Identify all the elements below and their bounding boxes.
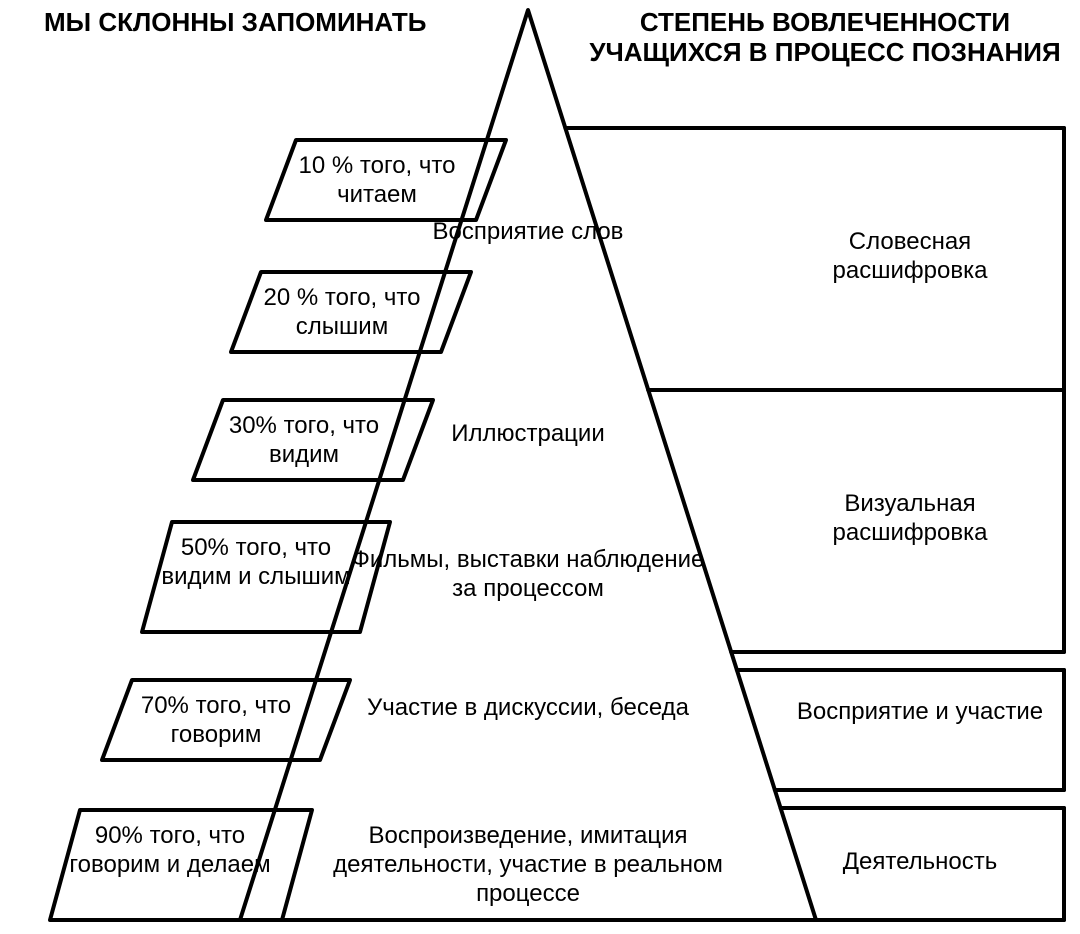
pyramid-level-3: Фильмы, выставки наблюдение за процессом xyxy=(350,546,706,604)
right-box-1-label: Словесная расшифровка xyxy=(770,228,1050,286)
right-box-3-label: Восприятие и участие xyxy=(790,698,1050,727)
right-box-2-label: Визуальная расшифровка xyxy=(770,490,1050,548)
left-box-6-label: 90% того, что говорим и делаем xyxy=(62,822,278,880)
pyramid-level-5: Воспроизведение, имитация деятельности, … xyxy=(300,822,756,908)
left-box-4-label: 50% того, что видим и слышим xyxy=(156,534,356,592)
pyramid-level-2: Иллюстрации xyxy=(380,420,676,449)
left-box-5-label: 70% того, что говорим xyxy=(116,692,316,750)
left-box-1-label: 10 % того, что читаем xyxy=(282,152,472,210)
left-box-2-label: 20 % того, что слышим xyxy=(247,284,437,342)
pyramid-level-4: Участие в дискуссии, беседа xyxy=(330,694,726,723)
right-box-4-label: Деятельность xyxy=(790,848,1050,877)
pyramid-level-1: Восприятие слов xyxy=(400,218,656,247)
learning-cone-diagram: МЫ СКЛОННЫ ЗАПОМИНАТЬ СТЕПЕНЬ ВОВЛЕЧЕННО… xyxy=(0,0,1080,934)
left-box-3-label: 30% того, что видим xyxy=(209,412,399,470)
heading-right: СТЕПЕНЬ ВОВЛЕЧЕННОСТИ УЧАЩИХСЯ В ПРОЦЕСС… xyxy=(580,8,1070,68)
heading-left: МЫ СКЛОННЫ ЗАПОМИНАТЬ xyxy=(44,8,524,38)
diagram-lines xyxy=(0,0,1080,934)
